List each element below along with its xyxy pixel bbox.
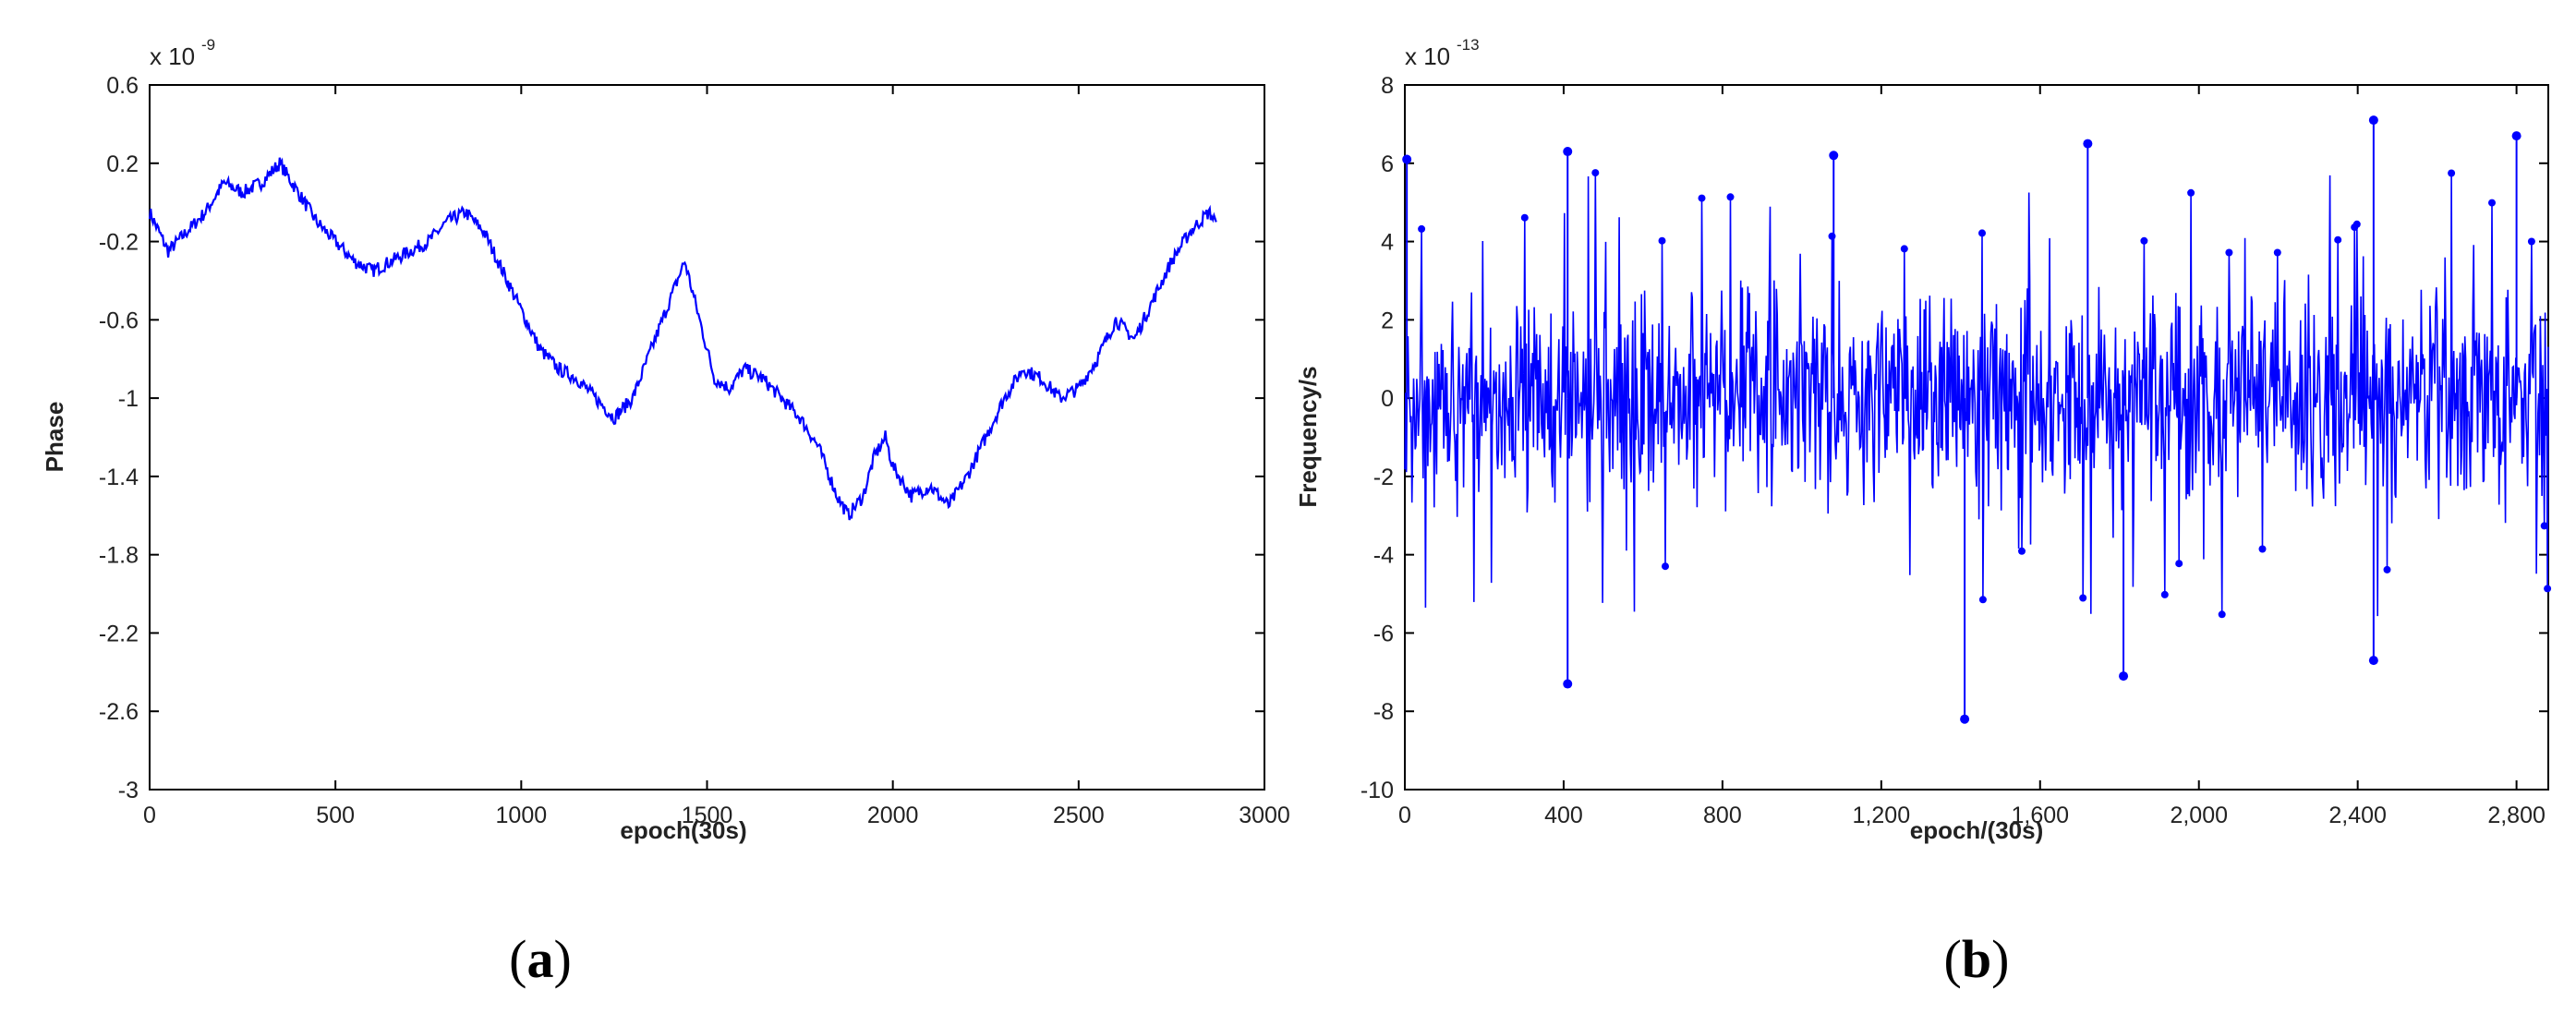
y-tick-label: 0 bbox=[1381, 386, 1394, 412]
x-tick-label: 0 bbox=[143, 803, 156, 828]
data-marker bbox=[1662, 562, 1669, 571]
data-marker bbox=[2273, 248, 2281, 257]
data-marker bbox=[2187, 188, 2195, 197]
x-tick-label: 1,200 bbox=[1853, 803, 1911, 828]
data-marker bbox=[2448, 169, 2456, 177]
peak-marker bbox=[2368, 115, 2378, 126]
y-tick-label: -2.2 bbox=[99, 621, 139, 646]
y-tick-label: -0.2 bbox=[99, 230, 139, 256]
data-marker bbox=[1658, 236, 1666, 245]
y-tick-label: -2 bbox=[1373, 465, 1394, 490]
data-marker bbox=[1418, 224, 1426, 233]
data-marker bbox=[2018, 547, 2026, 555]
x-tick-label: 1000 bbox=[496, 803, 548, 828]
y-axis-a: 0.6 0.2 -0.2 -0.6 -1 -1.4 -1.8 -2.2 -2.6 -3 bbox=[99, 73, 1264, 803]
y-exponent-b: x 10 bbox=[1405, 42, 1450, 70]
x-tick-label: 3000 bbox=[1239, 803, 1290, 828]
x-tick-label: 2,000 bbox=[2170, 803, 2228, 828]
x-axis-label-a: epoch(30s) bbox=[620, 816, 746, 844]
y-exponent-a: x 10 bbox=[150, 42, 195, 70]
y-tick-label: -6 bbox=[1373, 621, 1394, 646]
data-marker bbox=[2540, 522, 2548, 530]
peak-marker bbox=[2368, 656, 2378, 666]
y-tick-label: -0.6 bbox=[99, 308, 139, 333]
x-axis-a: 0 500 1000 1500 2000 2500 3000 bbox=[143, 85, 1290, 828]
y-tick-label: 6 bbox=[1381, 151, 1394, 177]
data-marker bbox=[2218, 610, 2226, 619]
peak-marker bbox=[2511, 131, 2522, 141]
data-marker bbox=[2383, 565, 2391, 573]
y-tick-label: 2 bbox=[1381, 308, 1394, 333]
data-marker bbox=[1591, 169, 1600, 177]
peak-marker bbox=[1563, 147, 1573, 157]
y-tick-label: -3 bbox=[118, 778, 139, 803]
panel-b-frequency-chart: 0 400 800 1,200 1,600 2,000 2,400 2,800 8 6 4 2 0 -2… bbox=[1294, 36, 2552, 989]
data-marker bbox=[2160, 590, 2169, 598]
y-exponent-power-b: -13 bbox=[1457, 36, 1480, 54]
x-tick-label: 0 bbox=[1398, 803, 1411, 828]
panel-label-b: (b) bbox=[1944, 929, 2010, 989]
data-marker bbox=[2334, 235, 2342, 244]
data-marker bbox=[2527, 237, 2535, 246]
y-tick-label: 8 bbox=[1381, 73, 1394, 99]
plot-area-a bbox=[149, 84, 1265, 791]
data-marker bbox=[2175, 560, 2183, 568]
data-marker bbox=[1520, 213, 1529, 222]
x-tick-label: 2,800 bbox=[2487, 803, 2546, 828]
y-tick-label: -8 bbox=[1373, 699, 1394, 725]
data-marker bbox=[2079, 594, 2087, 602]
data-marker bbox=[2258, 545, 2267, 553]
data-marker bbox=[2140, 236, 2148, 245]
x-axis-label-b: epoch/(30s) bbox=[1910, 816, 2044, 844]
data-marker bbox=[1726, 193, 1735, 201]
peak-marker bbox=[1563, 679, 1573, 689]
y-tick-label: -1 bbox=[118, 386, 139, 412]
peak-marker bbox=[2083, 139, 2093, 149]
peak-marker bbox=[2119, 671, 2129, 682]
data-marker bbox=[2544, 585, 2552, 593]
y-exponent-power-a: -9 bbox=[201, 36, 215, 54]
data-marker bbox=[1900, 245, 1908, 253]
y-tick-label: -1.8 bbox=[99, 543, 139, 569]
y-tick-label: 0.2 bbox=[106, 151, 139, 177]
data-marker bbox=[1828, 232, 1836, 240]
peak-marker bbox=[1402, 154, 1412, 164]
data-marker bbox=[1978, 229, 1986, 237]
panel-a-phase-chart: 0 500 1000 1500 2000 2500 3000 0.6 0.2 -0.2 -0.6 -… bbox=[41, 36, 1290, 989]
y-tick-label: 4 bbox=[1381, 230, 1394, 256]
data-marker bbox=[1978, 596, 1987, 604]
panel-label-a: (a) bbox=[509, 929, 572, 989]
peak-marker bbox=[1829, 151, 1839, 161]
x-tick-label: 400 bbox=[1544, 803, 1583, 828]
x-tick-label: 500 bbox=[316, 803, 355, 828]
x-tick-label: 800 bbox=[1703, 803, 1742, 828]
x-tick-label: 2500 bbox=[1053, 803, 1105, 828]
x-tick-label: 1500 bbox=[682, 803, 733, 828]
data-marker bbox=[2488, 199, 2496, 207]
x-axis-b: 0 400 800 1,200 1,600 2,000 2,400 2,800 bbox=[1398, 85, 2546, 828]
phase-series-line bbox=[148, 157, 1217, 521]
data-marker bbox=[2225, 248, 2233, 257]
y-tick-label: -1.4 bbox=[99, 465, 139, 490]
y-tick-label: -2.6 bbox=[99, 699, 139, 725]
x-tick-label: 1,600 bbox=[2011, 803, 2069, 828]
peak-marker bbox=[1960, 714, 1970, 724]
x-tick-label: 2,400 bbox=[2328, 803, 2387, 828]
y-tick-label: -4 bbox=[1373, 543, 1394, 569]
y-tick-label: -10 bbox=[1361, 778, 1394, 803]
data-marker bbox=[2352, 220, 2361, 228]
y-tick-label: 0.6 bbox=[106, 73, 139, 99]
data-marker bbox=[1698, 194, 1706, 202]
frequency-markers bbox=[1402, 115, 2552, 724]
y-axis-label-b: Frequency/s bbox=[1294, 366, 1322, 507]
x-tick-label: 2000 bbox=[867, 803, 919, 828]
y-axis-label-a: Phase bbox=[41, 402, 68, 473]
